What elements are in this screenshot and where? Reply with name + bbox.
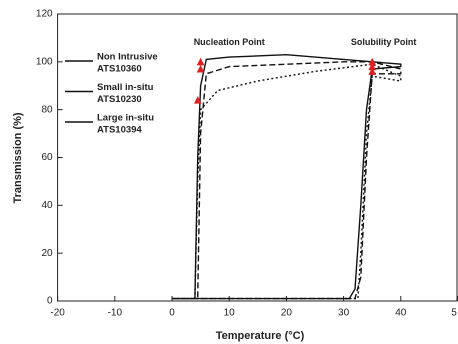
legend-code: ATS10230 xyxy=(97,94,142,105)
series-line xyxy=(172,61,402,300)
x-tick-label: 40 xyxy=(395,308,407,319)
x-tick-label: -20 xyxy=(50,308,65,319)
legend-label: Non Intrusive xyxy=(97,52,158,63)
marker xyxy=(196,57,205,66)
y-tick-label: 100 xyxy=(36,56,53,67)
x-tick-label: 10 xyxy=(224,308,236,319)
legend-code: ATS10360 xyxy=(97,64,142,75)
marker xyxy=(193,95,202,104)
x-tick-label: 0 xyxy=(169,308,175,319)
y-tick-label: 40 xyxy=(41,200,53,211)
x-tick-label: -10 xyxy=(108,308,123,319)
marker xyxy=(196,64,205,73)
y-tick-label: 60 xyxy=(41,152,53,163)
marker xyxy=(368,67,377,75)
series-line xyxy=(172,63,402,300)
legend-label: Small in-situ xyxy=(97,82,154,93)
legend-label: Large in-situ xyxy=(97,113,154,124)
x-tick-label: 5 xyxy=(451,308,457,319)
y-axis-label: Transmission (%) xyxy=(12,112,24,203)
legend-code: ATS10394 xyxy=(97,125,142,136)
x-axis-label: Temperature (°C) xyxy=(216,330,305,342)
annotation: Solubility Point xyxy=(351,37,417,47)
annotation: Nucleation Point xyxy=(194,37,265,47)
x-tick-label: 30 xyxy=(338,308,350,319)
y-tick-label: 20 xyxy=(41,248,53,259)
y-tick-label: 120 xyxy=(36,9,53,20)
x-tick-label: 20 xyxy=(281,308,293,319)
y-tick-label: 0 xyxy=(47,296,53,307)
y-tick-label: 80 xyxy=(41,104,53,115)
series-line xyxy=(172,53,402,300)
